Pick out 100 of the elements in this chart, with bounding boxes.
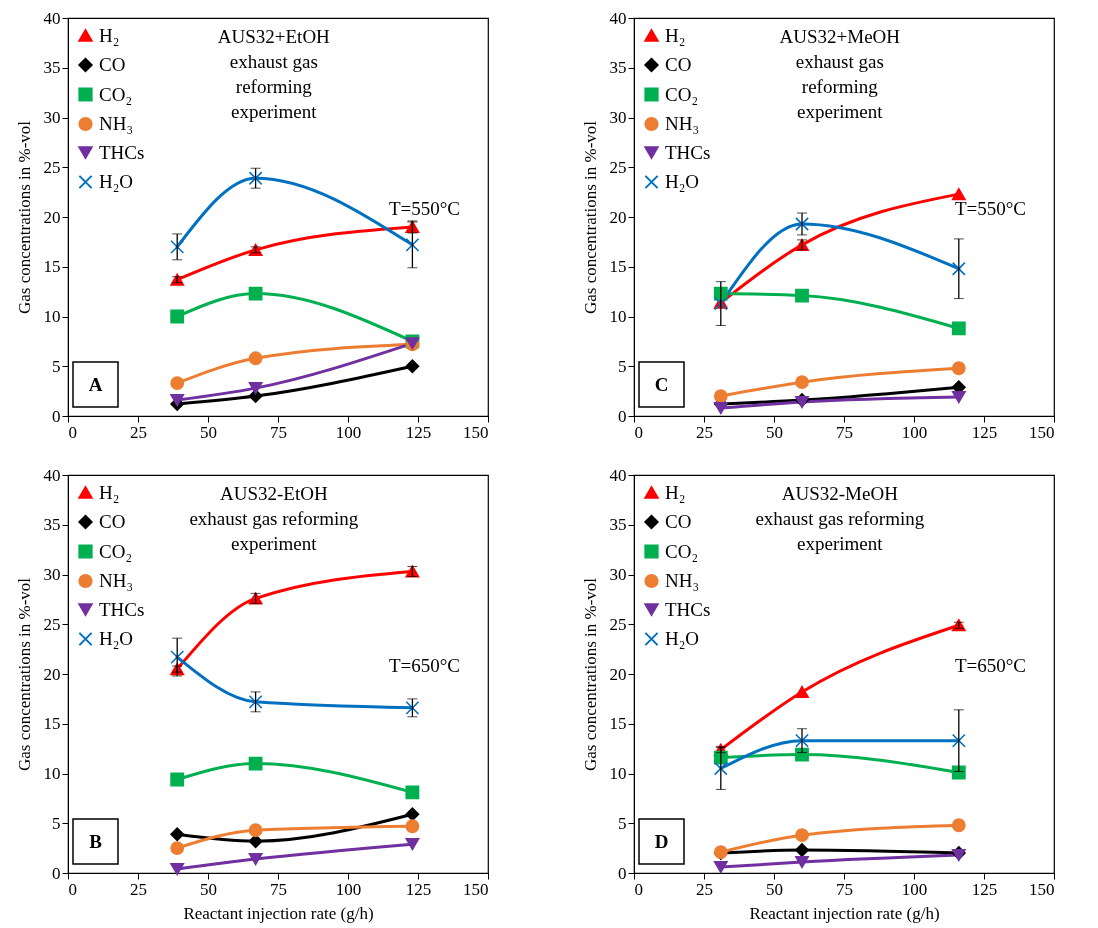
y-tick-label: 30 (43, 565, 61, 584)
annotation: C (654, 374, 669, 395)
x-tick-label: 125 (405, 879, 432, 899)
y-tick-label: 30 (609, 108, 627, 127)
y-axis-title: Gas concentrations in %-vol (14, 577, 34, 772)
x-tick-label: 50 (766, 422, 783, 442)
legend-label: NH₃ (665, 570, 700, 591)
legend-label: CO (665, 511, 692, 532)
y-tick-label: 30 (609, 565, 627, 584)
y-tick-label: 20 (43, 207, 61, 227)
legend-label: CO (665, 54, 692, 75)
x-tick-label: 0 (634, 422, 643, 442)
y-tick-label: 30 (43, 108, 61, 127)
x-axis-title: Reactant injection rate (g/h) (183, 903, 374, 923)
annotation: A (88, 374, 103, 395)
legend-label: H₂ (99, 24, 120, 46)
legend-label: H₂O (665, 171, 700, 192)
legend-label: H₂O (665, 628, 700, 649)
x-tick-label: 150 (463, 879, 489, 899)
legend-label: THCs (665, 141, 711, 163)
legend-label: H₂O (99, 171, 134, 192)
legend-label: THCs (99, 598, 145, 620)
y-tick-label: 40 (609, 465, 627, 485)
y-tick-label: 40 (43, 465, 61, 485)
annotation: T=550°C (954, 198, 1026, 220)
x-tick-label: 75 (270, 879, 287, 899)
y-tick-label: 5 (52, 813, 61, 833)
annotation: B (89, 831, 103, 852)
legend-label: THCs (665, 598, 711, 620)
y-tick-label: 25 (609, 157, 627, 177)
legend-label: CO₂ (665, 540, 699, 562)
annotation: D (654, 831, 669, 852)
annotation: AUS32-MeOH exhaust gas reforming experiment (755, 483, 925, 554)
y-tick-label: 5 (52, 356, 61, 376)
x-tick-label: 25 (696, 422, 713, 442)
y-tick-label: 25 (43, 157, 61, 177)
y-tick-label: 35 (43, 58, 61, 78)
y-tick-label: 0 (52, 863, 61, 883)
x-tick-label: 25 (130, 422, 147, 442)
y-tick-label: 35 (609, 515, 627, 535)
legend-label: NH₃ (99, 570, 134, 591)
legend-label: H₂ (665, 481, 686, 503)
y-tick-label: 0 (52, 406, 61, 426)
y-axis-title: Gas concentrations in %-vol (580, 120, 600, 315)
y-tick-label: 10 (609, 307, 627, 326)
y-tick-label: 35 (43, 515, 61, 535)
legend-label: CO (99, 54, 126, 75)
legend-label: H₂ (665, 24, 686, 46)
annotation: T=650°C (954, 655, 1026, 677)
legend-label: CO (99, 511, 126, 532)
y-tick-label: 20 (43, 664, 61, 684)
x-tick-label: 25 (130, 879, 147, 899)
annotation: AUS32+EtOH exhaust gas reforming experiment (217, 26, 331, 122)
y-tick-label: 0 (618, 863, 627, 883)
y-tick-label: 10 (43, 307, 61, 326)
y-tick-label: 15 (43, 257, 61, 277)
y-tick-label: 10 (609, 764, 627, 783)
x-tick-label: 50 (200, 422, 217, 442)
y-tick-label: 15 (609, 714, 627, 734)
x-tick-label: 100 (901, 422, 928, 442)
x-tick-label: 75 (836, 879, 853, 899)
y-tick-label: 10 (43, 764, 61, 783)
annotation: T=650°C (388, 655, 460, 677)
x-tick-label: 50 (200, 879, 217, 899)
x-tick-label: 0 (634, 879, 643, 899)
y-tick-label: 35 (609, 58, 627, 78)
y-tick-label: 20 (609, 664, 627, 684)
annotation: AUS32+MeOH exhaust gas reforming experiment (779, 26, 901, 122)
x-tick-label: 125 (405, 422, 432, 442)
legend-label: CO₂ (99, 83, 133, 105)
x-tick-label: 125 (971, 879, 998, 899)
legend-label: NH₃ (99, 113, 134, 134)
x-tick-label: 50 (766, 879, 783, 899)
legend-label: CO₂ (665, 83, 699, 105)
y-axis-title: Gas concentrations in %-vol (14, 120, 34, 315)
x-tick-label: 0 (68, 422, 77, 442)
legend-label: H₂ (99, 481, 120, 503)
x-tick-label: 150 (463, 422, 489, 442)
y-axis-title: Gas concentrations in %-vol (580, 577, 600, 772)
legend-label: H₂O (99, 628, 134, 649)
y-tick-label: 5 (618, 813, 627, 833)
y-tick-label: 40 (43, 8, 61, 28)
x-tick-label: 100 (901, 879, 928, 899)
x-tick-label: 150 (1029, 879, 1055, 899)
y-tick-label: 25 (43, 614, 61, 634)
legend-label: NH₃ (665, 113, 700, 134)
x-tick-label: 125 (971, 422, 998, 442)
y-tick-label: 5 (618, 356, 627, 376)
y-tick-label: 25 (609, 614, 627, 634)
y-tick-label: 15 (43, 714, 61, 734)
y-tick-label: 15 (609, 257, 627, 277)
annotation: AUS32-EtOH exhaust gas reforming experiment (189, 483, 359, 554)
y-tick-label: 0 (618, 406, 627, 426)
x-tick-label: 100 (335, 422, 362, 442)
x-tick-label: 25 (696, 879, 713, 899)
x-tick-label: 75 (270, 422, 287, 442)
x-tick-label: 0 (68, 879, 77, 899)
x-tick-label: 150 (1029, 422, 1055, 442)
legend-label: CO₂ (99, 540, 133, 562)
x-tick-label: 100 (335, 879, 362, 899)
